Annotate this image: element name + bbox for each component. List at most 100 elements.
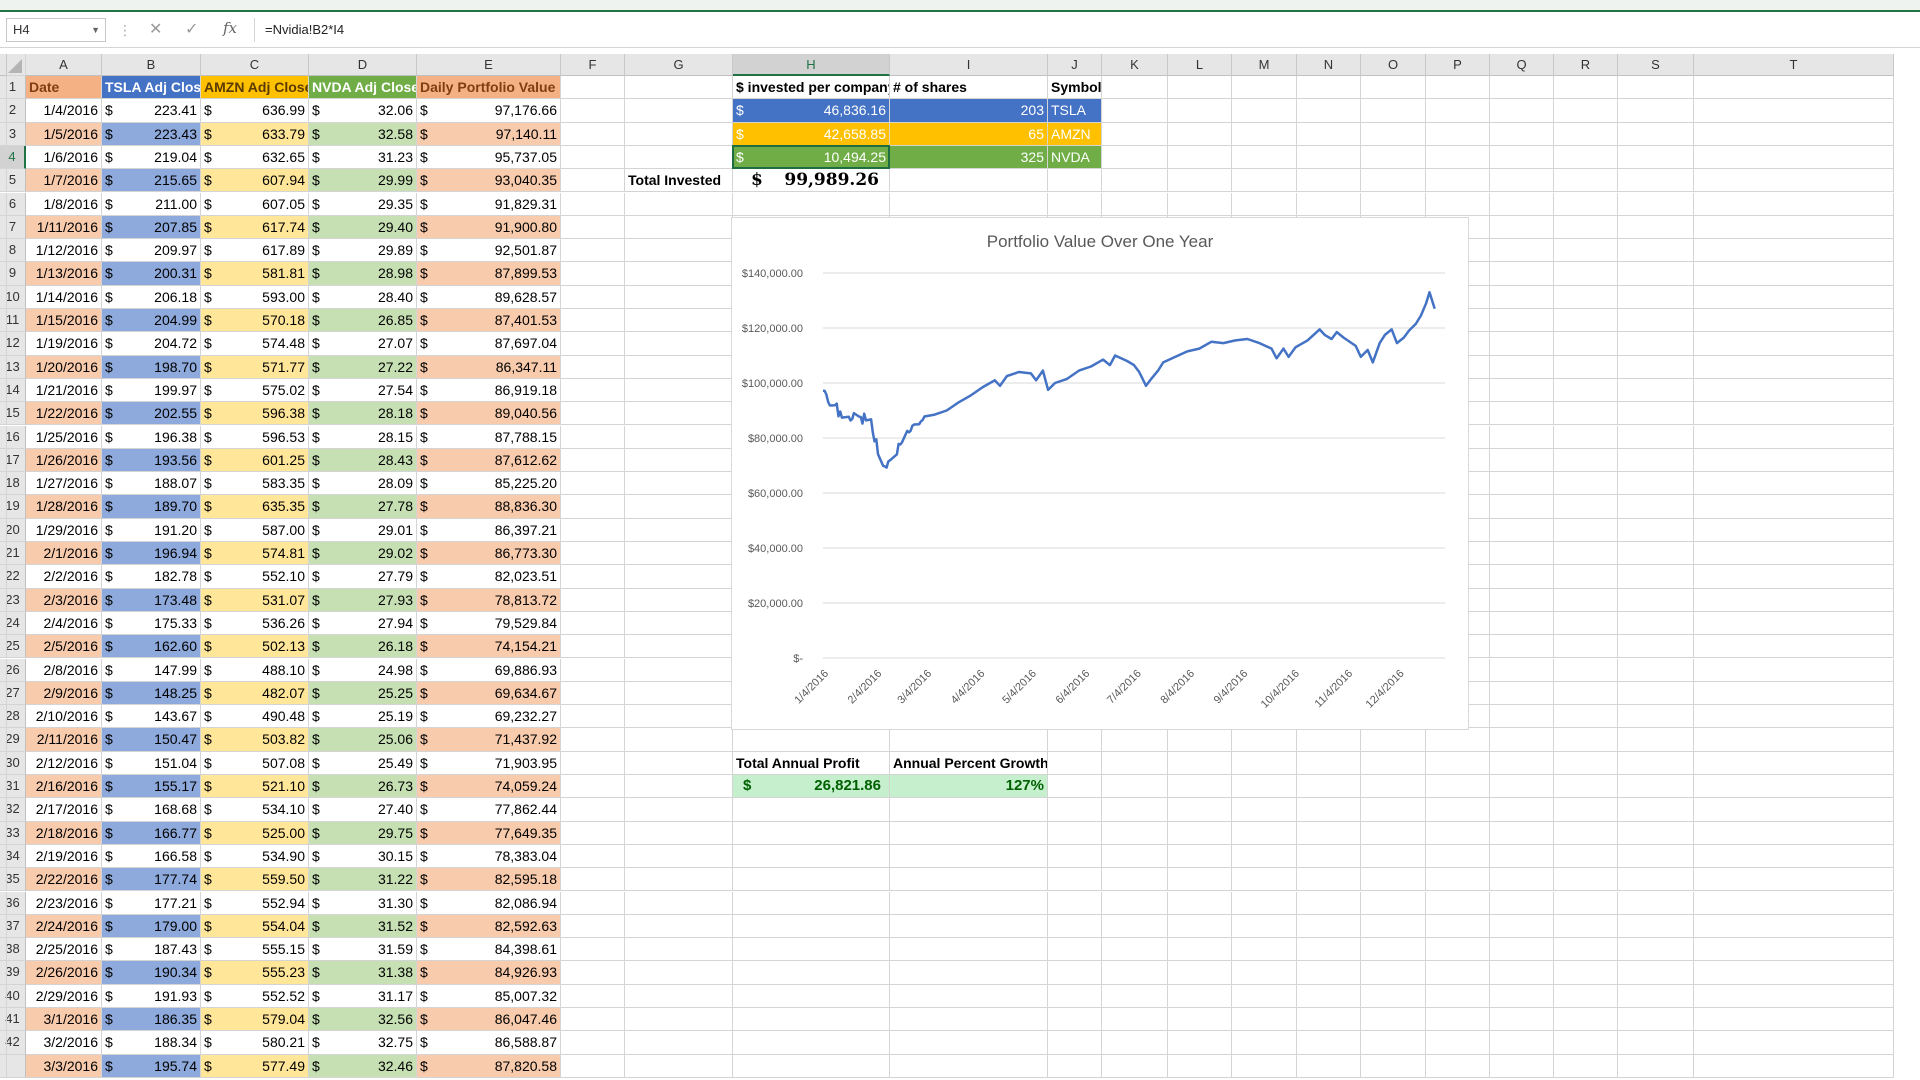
date-cell[interactable]: 1/27/2016 (26, 472, 102, 496)
empty-cell[interactable] (1490, 309, 1554, 333)
empty-cell[interactable] (1618, 658, 1694, 682)
date-cell[interactable]: 2/19/2016 (26, 844, 102, 869)
empty-cell[interactable] (1297, 891, 1361, 915)
insert-function-icon[interactable]: fx (223, 19, 238, 37)
portfolio-value-cell[interactable]: $87,401.53 (417, 309, 561, 333)
empty-cell[interactable] (625, 658, 733, 682)
empty-cell[interactable] (1102, 961, 1168, 985)
tsla-cell[interactable]: $188.34 (102, 1031, 201, 1055)
empty-cell[interactable] (561, 961, 625, 985)
amzn-cell[interactable]: $581.81 (201, 262, 309, 286)
empty-cell[interactable] (561, 775, 625, 799)
portfolio-value-cell[interactable]: $89,628.57 (417, 285, 561, 309)
empty-cell[interactable] (1694, 215, 1894, 240)
empty-cell[interactable] (1102, 821, 1168, 845)
symbol-cell-tsla[interactable]: TSLA (1048, 99, 1102, 123)
empty-cell[interactable] (1618, 215, 1694, 240)
empty-cell[interactable] (1426, 169, 1490, 193)
empty-cell[interactable] (0, 285, 7, 309)
empty-cell[interactable] (0, 635, 7, 659)
empty-cell[interactable] (1554, 448, 1618, 473)
empty-cell[interactable] (1361, 122, 1426, 146)
invested-cell-amzn[interactable]: $42,658.85 (733, 122, 890, 146)
empty-cell[interactable] (561, 728, 625, 752)
tsla-cell[interactable]: $175.33 (102, 611, 201, 636)
date-cell[interactable]: 2/12/2016 (26, 751, 102, 775)
empty-cell[interactable] (1694, 378, 1894, 403)
annual-percent-growth-label[interactable]: Annual Percent Growth (890, 751, 1048, 775)
empty-cell[interactable] (1297, 914, 1361, 939)
tsla-cell[interactable]: $191.20 (102, 518, 201, 542)
empty-cell[interactable] (1102, 938, 1168, 962)
column-header-m[interactable]: M (1232, 54, 1297, 76)
date-cell[interactable]: 2/18/2016 (26, 821, 102, 845)
empty-cell[interactable] (1490, 868, 1554, 892)
empty-cell[interactable] (0, 402, 7, 426)
nvda-cell[interactable]: $31.38 (309, 961, 417, 985)
empty-cell[interactable] (1694, 448, 1894, 473)
tsla-cell[interactable]: $188.07 (102, 472, 201, 496)
date-cell[interactable]: 1/20/2016 (26, 355, 102, 379)
empty-cell[interactable] (0, 122, 7, 146)
column-header-j[interactable]: J (1048, 54, 1102, 76)
nvda-cell[interactable]: $28.40 (309, 285, 417, 309)
nvda-cell[interactable]: $30.15 (309, 844, 417, 869)
empty-cell[interactable] (1232, 914, 1297, 939)
empty-cell[interactable] (890, 1031, 1048, 1055)
date-cell[interactable]: 1/26/2016 (26, 448, 102, 473)
empty-cell[interactable] (1426, 728, 1490, 752)
empty-cell[interactable] (1618, 588, 1694, 612)
empty-cell[interactable] (890, 891, 1048, 915)
portfolio-value-cell[interactable]: $85,007.32 (417, 984, 561, 1008)
portfolio-value-cell[interactable]: $69,886.93 (417, 658, 561, 682)
empty-cell[interactable] (625, 518, 733, 542)
amzn-cell[interactable]: $596.53 (201, 425, 309, 449)
empty-cell[interactable] (1361, 1008, 1426, 1032)
empty-cell[interactable] (561, 868, 625, 892)
empty-cell[interactable] (1694, 145, 1894, 170)
empty-cell[interactable] (1102, 192, 1168, 216)
empty-cell[interactable] (1554, 262, 1618, 286)
column-header-n[interactable]: N (1297, 54, 1361, 76)
column-header-c[interactable]: C (201, 54, 309, 76)
empty-cell[interactable] (1102, 844, 1168, 869)
date-cell[interactable]: 1/11/2016 (26, 215, 102, 240)
portfolio-value-cell[interactable]: $82,086.94 (417, 891, 561, 915)
portfolio-value-cell[interactable]: $77,862.44 (417, 798, 561, 822)
empty-cell[interactable] (1554, 542, 1618, 566)
empty-cell[interactable] (1361, 844, 1426, 869)
empty-cell[interactable] (0, 728, 7, 752)
empty-cell[interactable] (1048, 1031, 1102, 1055)
empty-cell[interactable] (1554, 914, 1618, 939)
empty-cell[interactable] (0, 844, 7, 869)
empty-cell[interactable] (1361, 145, 1426, 170)
empty-cell[interactable] (1168, 145, 1232, 170)
empty-cell[interactable] (1694, 588, 1894, 612)
empty-cell[interactable] (625, 448, 733, 473)
empty-cell[interactable] (0, 891, 7, 915)
portfolio-value-cell[interactable]: $84,926.93 (417, 961, 561, 985)
empty-cell[interactable] (1168, 868, 1232, 892)
empty-cell[interactable] (1490, 542, 1554, 566)
empty-cell[interactable] (1554, 821, 1618, 845)
empty-cell[interactable] (625, 751, 733, 775)
tsla-cell[interactable]: $177.21 (102, 891, 201, 915)
header-date[interactable]: Date (26, 76, 102, 100)
empty-cell[interactable] (1490, 402, 1554, 426)
empty-cell[interactable] (1618, 145, 1694, 170)
empty-cell[interactable] (625, 472, 733, 496)
empty-cell[interactable] (1232, 961, 1297, 985)
date-cell[interactable]: 1/15/2016 (26, 309, 102, 333)
empty-cell[interactable] (0, 611, 7, 636)
empty-cell[interactable] (1490, 984, 1554, 1008)
nvda-cell[interactable]: $26.85 (309, 309, 417, 333)
nvda-cell[interactable]: $31.30 (309, 891, 417, 915)
empty-cell[interactable] (1048, 961, 1102, 985)
empty-cell[interactable] (733, 914, 890, 939)
date-cell[interactable]: 2/25/2016 (26, 938, 102, 962)
empty-cell[interactable] (1102, 728, 1168, 752)
empty-cell[interactable] (1168, 914, 1232, 939)
empty-cell[interactable] (1426, 961, 1490, 985)
empty-cell[interactable] (1490, 751, 1554, 775)
empty-cell[interactable] (625, 309, 733, 333)
